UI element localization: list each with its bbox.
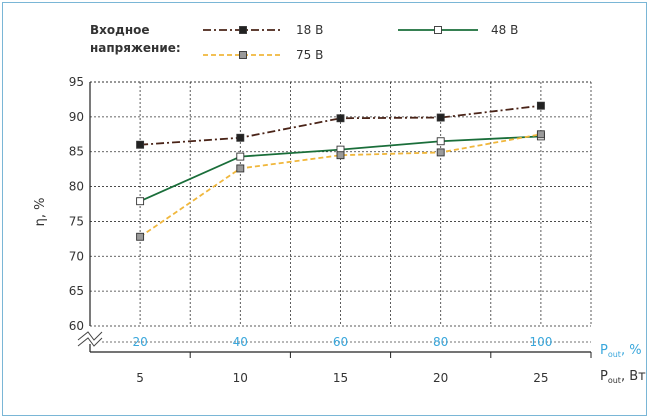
axis-break-mark-upper [77,331,103,341]
x-tick-watts-label-2: 15 [333,371,348,385]
series-1-point-1 [236,152,245,161]
x-tick-percent-label-4: 100 [529,335,552,349]
y-tick-label-65: 65 [69,284,84,298]
series-2-point-2 [336,151,345,160]
y-tick-label-85: 85 [69,145,84,159]
x-tick-percent-label-0: 20 [132,335,147,349]
grid [90,81,592,326]
x-tick-watts-label-0: 5 [136,371,144,385]
x-axis-label-watts-main: P [600,369,608,384]
x-tick-percent-label-3: 80 [433,335,448,349]
series-line-0 [140,104,542,146]
legend: 18 В 48 В 75 В [203,23,518,62]
x-axis-label-percent-main: P [600,343,608,358]
legend-label-2: 75 В [296,48,323,62]
series-0-point-2 [336,114,345,123]
y-tick-label-70: 70 [69,249,84,263]
series-0-point-0 [136,140,145,149]
x-tick-watts-label-3: 20 [433,371,448,385]
legend-label-1: 48 В [491,23,518,37]
x-axis-label-percent: Pout, % [600,343,642,359]
y-tick-label-90: 90 [69,110,84,124]
y-tick-label-95: 95 [69,75,84,89]
series-2-point-4 [536,130,545,139]
series-0-point-3 [436,113,445,122]
series-2-point-0 [136,232,145,241]
x-axis-label-watts-unit: , Вт [621,369,646,384]
y-tick-label-60: 60 [69,319,84,333]
legend-label-0: 18 В [296,23,323,37]
series-2-point-3 [436,148,445,157]
x-axis-label-watts-sub: out [608,376,621,385]
legend-title-line1: Входное [90,23,150,37]
x-tick-watts-label-1: 10 [233,371,248,385]
y-tick-label-75: 75 [69,214,84,228]
legend-marker-2 [239,51,247,59]
axis-break-mark-lower [77,337,103,347]
series-2-point-1 [236,164,245,173]
x-ticks: 20 5 40 10 60 15 80 20 100 25 [132,335,592,385]
y-ticks: 60 65 70 75 80 85 90 95 [69,75,84,333]
series-1-point-3 [436,137,445,146]
x-tick-watts-label-4: 25 [533,371,548,385]
series-group [136,101,545,241]
legend-marker-1 [434,26,442,34]
series-0-point-1 [236,133,245,142]
x-tick-percent-label-1: 40 [233,335,248,349]
y-tick-label-80: 80 [69,180,84,194]
legend-marker-0 [239,26,247,34]
x-axis-label-percent-unit: , % [621,343,642,358]
series-1-point-0 [136,197,145,206]
series-0-point-4 [536,101,545,110]
y-axis-label: η, % [33,198,48,227]
x-tick-percent-label-2: 60 [333,335,348,349]
legend-title-line2: напряжение: [90,41,181,55]
x-axis-label-watts: Pout, Вт [600,369,646,385]
axes [77,81,591,353]
chart-frame [2,2,647,416]
x-axis-label-percent-sub: out [608,350,621,359]
series-line-2 [139,133,542,238]
